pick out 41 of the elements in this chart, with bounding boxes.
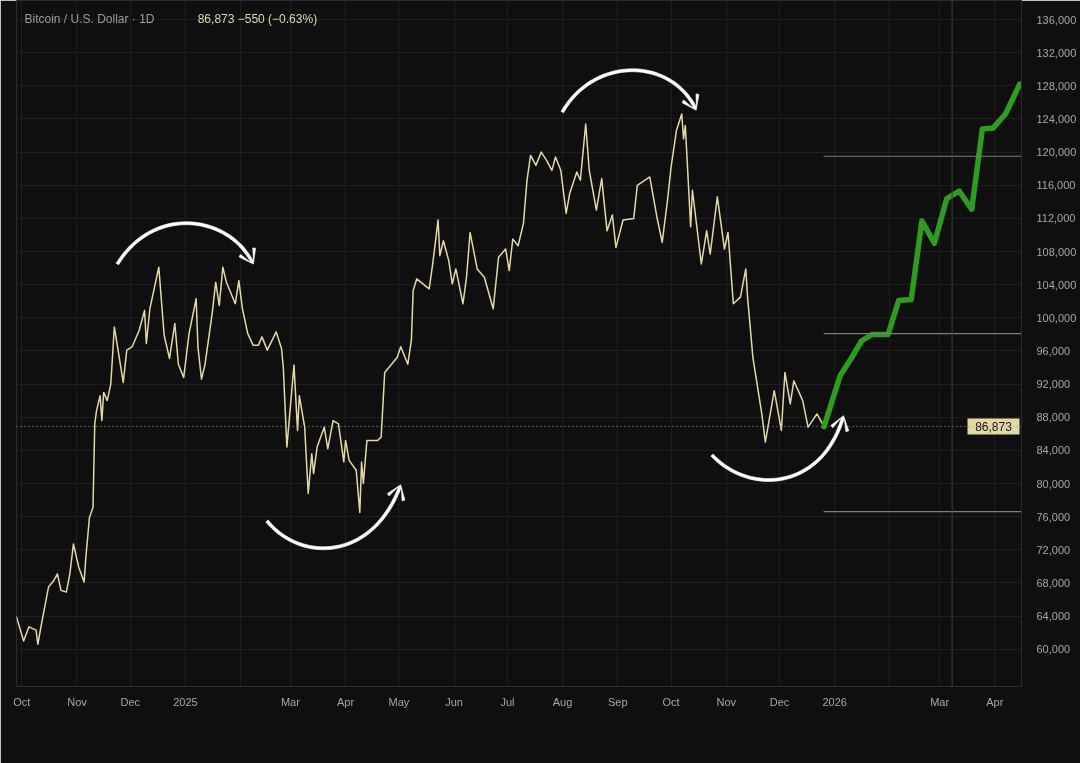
x-tick-label: Jul bbox=[500, 695, 515, 708]
x-tick-label: Jun bbox=[445, 695, 463, 708]
x-tick-label: Nov bbox=[716, 695, 737, 708]
y-tick-label: 128,000 bbox=[1036, 79, 1077, 92]
y-tick-label: 136,000 bbox=[1036, 13, 1077, 26]
y-tick-label: 120,000 bbox=[1036, 146, 1077, 159]
y-tick-label: 96,000 bbox=[1036, 344, 1071, 357]
y-tick-label: 88,000 bbox=[1036, 411, 1071, 424]
x-tick-label: Mar bbox=[930, 695, 950, 708]
y-tick-label: 72,000 bbox=[1036, 543, 1071, 556]
x-tick-label: Nov bbox=[67, 695, 88, 708]
x-tick-label: Oct bbox=[13, 695, 31, 708]
y-tick-label: 92,000 bbox=[1036, 378, 1071, 391]
line-series bbox=[16, 113, 825, 645]
y-tick-label: 60,000 bbox=[1036, 643, 1071, 656]
x-tick-label: 2025 bbox=[173, 695, 198, 708]
y-tick-label: 132,000 bbox=[1036, 46, 1077, 59]
x-tick-label: Dec bbox=[120, 695, 141, 708]
x-tick-label: 2026 bbox=[822, 695, 847, 708]
x-tick-label: Aug bbox=[552, 695, 573, 708]
y-tick-label: 68,000 bbox=[1036, 576, 1071, 589]
text: Bitcoin / U.S. Dollar · 1D bbox=[24, 11, 155, 26]
x-tick-label: Dec bbox=[769, 695, 790, 708]
y-tick-label: 124,000 bbox=[1036, 112, 1077, 125]
x-tick-label: May bbox=[388, 695, 410, 708]
y-tick-label: 104,000 bbox=[1036, 278, 1077, 291]
y-tick-label: 116,000 bbox=[1036, 179, 1076, 192]
x-tick-label: Sep bbox=[607, 695, 628, 708]
y-tick-label: 84,000 bbox=[1036, 444, 1071, 457]
y-tick-label: 112,000 bbox=[1036, 212, 1076, 225]
y-tick-label: 80,000 bbox=[1036, 477, 1071, 490]
x-tick-label: Oct bbox=[662, 695, 680, 708]
x-tick-label: Mar bbox=[280, 695, 301, 708]
x-tick-label: Apr bbox=[337, 695, 355, 708]
y-tick-label: 76,000 bbox=[1036, 510, 1071, 523]
y-tick-label: 100,000 bbox=[1036, 311, 1077, 324]
y-tick-label: 64,000 bbox=[1036, 610, 1071, 623]
ref-line-label: 86,873 bbox=[975, 420, 1013, 435]
x-tick-label: Apr bbox=[986, 695, 1004, 708]
text: 86,873 −550 (−0.63%) bbox=[197, 11, 318, 26]
y-tick-label: 108,000 bbox=[1036, 245, 1077, 258]
